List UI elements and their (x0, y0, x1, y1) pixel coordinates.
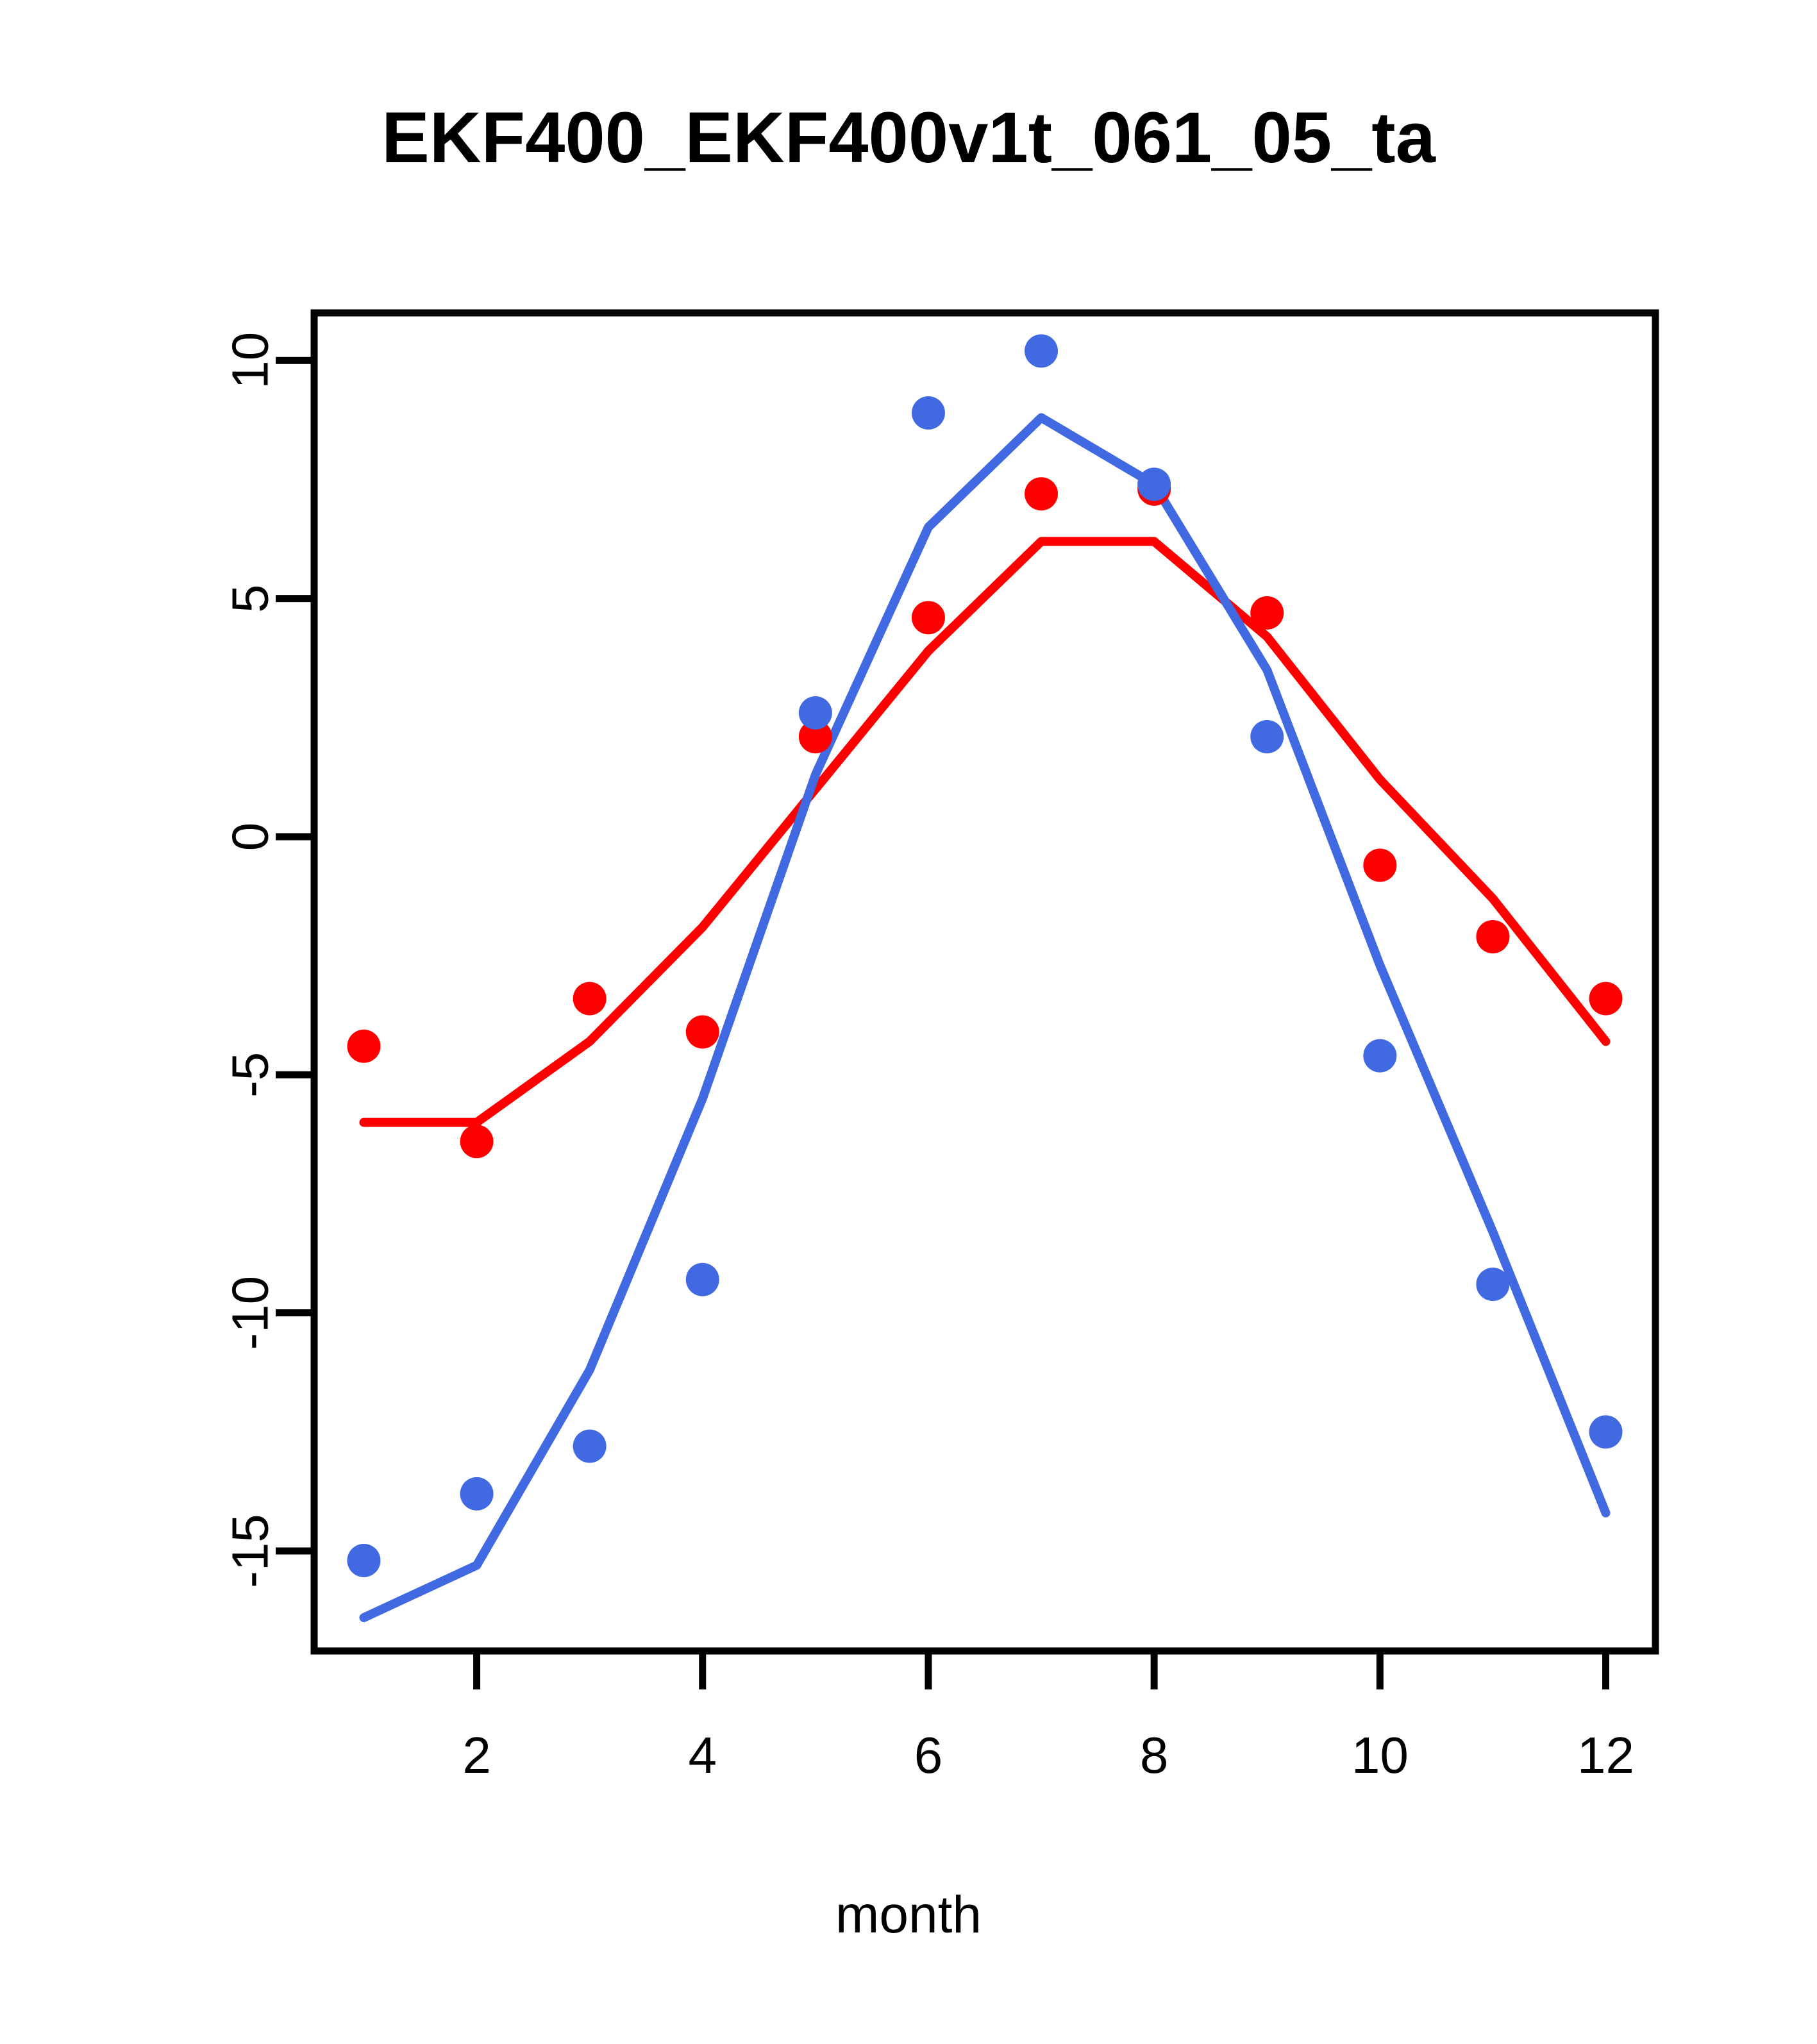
data-point-red-points (1025, 477, 1059, 511)
y-axis-tick-labels: 10 5 0 -5 -10 -15 (222, 332, 279, 1588)
data-point-blue-points (1363, 1039, 1397, 1073)
data-point-red-points (573, 982, 607, 1016)
data-point-blue-points (1137, 467, 1171, 501)
y-tick-label: -15 (222, 1514, 279, 1588)
data-point-blue-points (460, 1477, 494, 1511)
x-tick-label: 6 (914, 1727, 943, 1784)
data-point-red-points (1476, 919, 1510, 953)
x-tick-label: 4 (689, 1727, 717, 1784)
data-point-red-points (1589, 982, 1623, 1016)
data-point-blue-points (798, 696, 832, 730)
data-point-red-points (1250, 596, 1284, 630)
series-lines (359, 413, 1611, 1623)
series-line-blue-line (359, 413, 1611, 1623)
plot-frame (310, 309, 1659, 1655)
series-points (347, 334, 1623, 1577)
data-point-blue-points (347, 1543, 381, 1577)
data-point-red-points (685, 1015, 719, 1049)
x-tick-label: 2 (462, 1727, 491, 1784)
data-point-blue-points (1250, 720, 1284, 754)
data-point-red-points (460, 1125, 494, 1159)
data-point-blue-points (685, 1262, 719, 1296)
x-axis-label: month (835, 1886, 982, 1944)
data-point-red-points (1363, 848, 1397, 882)
y-tick-label: 5 (222, 584, 279, 613)
data-point-red-points (798, 720, 832, 754)
y-axis-ticks (276, 356, 314, 1555)
data-point-red-points (347, 1029, 381, 1063)
data-point-blue-points (573, 1429, 607, 1463)
x-axis-tick-labels: 2 4 6 8 10 12 (462, 1727, 1634, 1784)
data-point-blue-points (1025, 334, 1059, 368)
x-axis-ticks (473, 1651, 1610, 1689)
series-line-red-line (359, 537, 1611, 1127)
x-tick-label: 10 (1352, 1727, 1409, 1784)
x-tick-label: 8 (1140, 1727, 1169, 1784)
page-title: EKF400_EKF400v1t_061_05_ta (381, 97, 1436, 178)
x-tick-label: 12 (1577, 1727, 1634, 1784)
data-point-blue-points (1589, 1415, 1623, 1449)
y-tick-label: 10 (222, 332, 279, 389)
y-tick-label: -10 (222, 1276, 279, 1350)
data-point-blue-points (911, 396, 945, 430)
data-point-red-points (911, 601, 945, 635)
y-tick-label: -5 (222, 1052, 279, 1098)
y-tick-label: 0 (222, 823, 279, 851)
data-point-blue-points (1476, 1268, 1510, 1302)
